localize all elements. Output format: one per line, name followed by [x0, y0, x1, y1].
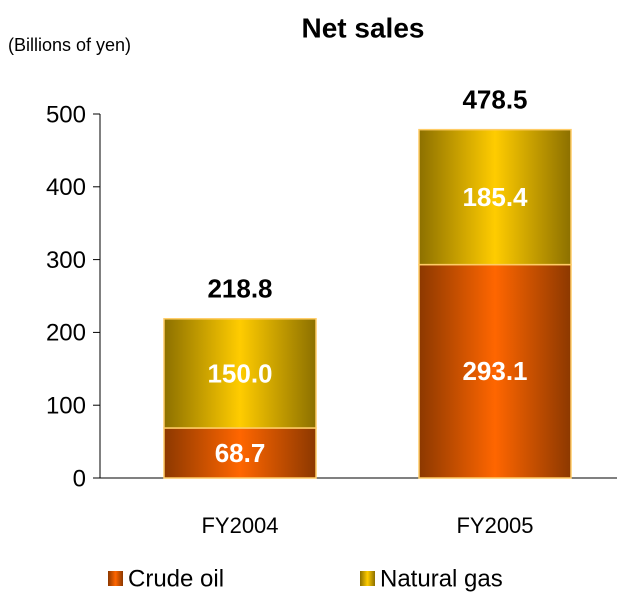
legend-swatch [108, 571, 123, 586]
bar-segment [418, 128, 572, 266]
y-tick-label: 400 [46, 174, 86, 201]
total-label: 218.8 [207, 274, 272, 304]
y-tick-label: 300 [46, 247, 86, 274]
total-label: 478.5 [462, 85, 527, 115]
value-label: 185.4 [462, 182, 528, 212]
x-tick-label: FY2005 [456, 513, 533, 538]
x-tick-label: FY2004 [201, 513, 278, 538]
legend-swatch [360, 571, 375, 586]
value-label: 68.7 [215, 438, 266, 468]
bar-segment [163, 318, 317, 429]
y-tick-label: 200 [46, 320, 86, 347]
y-tick-label: 0 [73, 465, 86, 492]
chart-title: Net sales [302, 12, 425, 43]
value-label: 293.1 [462, 356, 527, 386]
legend-label: Natural gas [380, 565, 503, 592]
y-tick-label: 100 [46, 393, 86, 420]
bar-segment [418, 263, 572, 479]
bar-segment [163, 427, 317, 479]
legend-label: Crude oil [128, 565, 224, 592]
y-tick-label: 500 [46, 101, 86, 128]
value-label: 150.0 [207, 358, 272, 388]
y-axis-label: (Billions of yen) [8, 35, 131, 55]
